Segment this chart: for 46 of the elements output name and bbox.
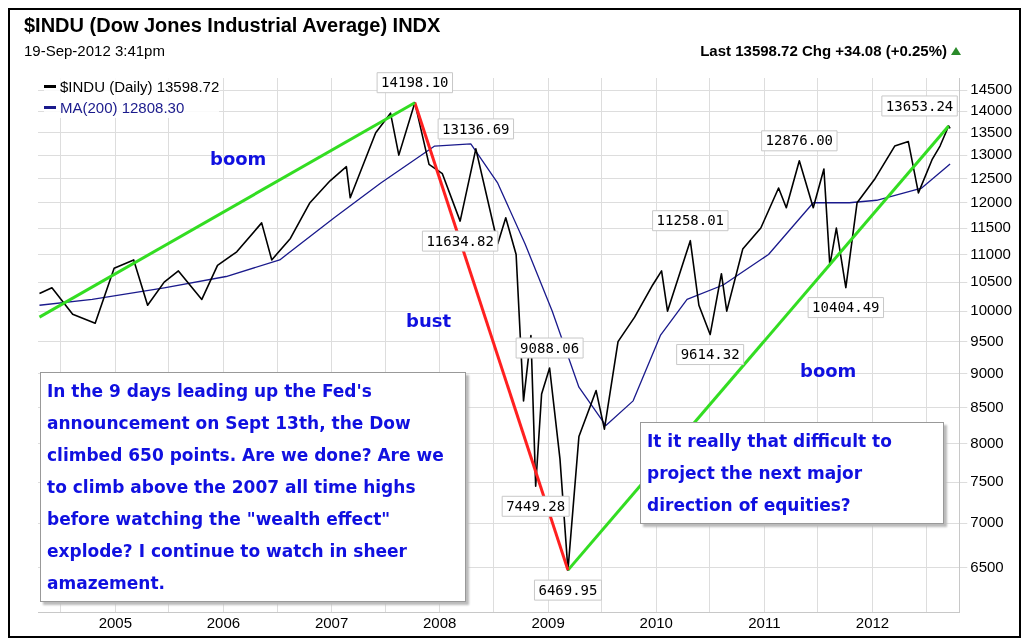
text: Last 13598.72 Chg +34.08 (+0.25%) — [700, 42, 947, 59]
annotation: 13136.69 — [442, 120, 510, 137]
y-tick-label: 11000 — [970, 244, 1011, 262]
y-tick-label: 12000 — [970, 192, 1013, 210]
legend-label: $INDU (Daily) 13598.72 — [60, 77, 220, 97]
y-tick-label: 10000 — [970, 301, 1013, 319]
x-tick-label: 2008 — [423, 614, 457, 632]
y-tick-label: 13500 — [970, 122, 1013, 140]
annotation: 9614.32 — [680, 346, 740, 363]
annotation: 11258.01 — [656, 212, 725, 229]
y-tick-label: 11500 — [970, 218, 1011, 236]
legend-label: MA(200) 12808.30 — [60, 98, 185, 118]
x-tick-label: 2012 — [855, 614, 890, 632]
annotation: boom — [210, 148, 267, 169]
y-tick-label: 8000 — [970, 434, 1004, 452]
x-tick-label: 2011 — [748, 614, 781, 632]
x-tick-label: 2006 — [206, 614, 241, 632]
y-tick-label: 9500 — [970, 331, 1004, 349]
y-tick-label: 7000 — [970, 513, 1004, 531]
x-tick-label: 2005 — [98, 614, 132, 632]
annotation: 12876.00 — [765, 132, 834, 149]
annotation: 13653.24 — [885, 97, 954, 114]
y-tick-label: 13000 — [970, 145, 1013, 163]
y-tick-label: 7500 — [970, 472, 1004, 490]
annotation: bust — [406, 310, 452, 331]
y-tick-label: 9000 — [970, 363, 1004, 381]
x-tick-label: 2010 — [639, 614, 673, 632]
text-box: It it really that difficult to project the next major direction of equities? — [640, 422, 944, 524]
annotation: boom — [800, 360, 857, 381]
y-tick-label: 14500 — [970, 80, 1013, 98]
y-tick-label: 8500 — [970, 397, 1004, 415]
chart-subtitle: 19-Sep-2012 3:41pm — [24, 42, 165, 59]
annotation: 14198.10 — [381, 74, 449, 91]
y-tick-label: 6500 — [970, 557, 1004, 575]
annotation: 10404.49 — [812, 299, 880, 316]
x-tick-label: 2009 — [531, 614, 565, 632]
annotation: 11634.82 — [426, 232, 494, 249]
annotation: 7449.28 — [506, 497, 566, 514]
annotation: 6469.95 — [538, 581, 598, 598]
chart-title: $INDU (Dow Jones Industrial Average) INDX — [24, 14, 441, 37]
x-tick-label: 2007 — [314, 614, 349, 632]
y-tick-label: 14000 — [970, 101, 1013, 119]
annotation: 9088.06 — [520, 339, 580, 356]
text-box: In the 9 days leading up the Fed's announcement on Sept 13th, the Dow climbed 650 points. Are we done? Are we to climb above the 2007 all time highs before watching the "wealth effect" explode? I continue to watch in sheer amazement. — [40, 372, 466, 602]
y-tick-label: 10500 — [970, 272, 1013, 290]
y-tick-label: 12500 — [970, 168, 1013, 186]
